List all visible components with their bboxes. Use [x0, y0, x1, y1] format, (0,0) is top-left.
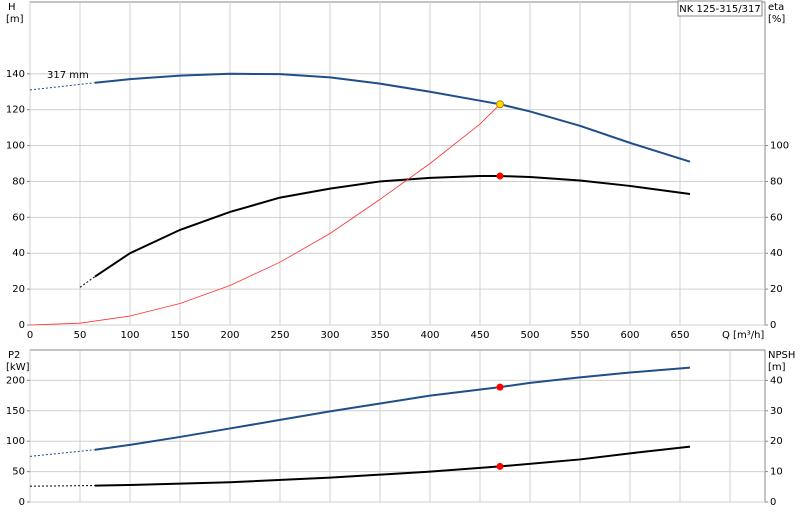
y-tick-label: 100: [6, 436, 25, 447]
y2-tick-label: 30: [770, 406, 783, 417]
x-tick-label: 350: [370, 330, 389, 341]
x-tick-label: 650: [670, 330, 689, 341]
duty-point: [496, 172, 504, 180]
curve: [94, 445, 691, 487]
y-tick-label: 150: [6, 406, 25, 417]
x-tick-label: 550: [570, 330, 589, 341]
y-tick-label: 0: [19, 320, 25, 331]
y-tick-label: 80: [12, 176, 25, 187]
y2-axis-label: NPSH: [768, 350, 795, 361]
y2-tick-label: 0: [770, 320, 776, 331]
duty-point: [496, 383, 504, 391]
y-axis-label: P2: [8, 350, 20, 361]
curve: [29, 485, 96, 487]
curve: [94, 175, 691, 278]
y2-tick-label: 40: [770, 375, 783, 386]
annotation: 317 mm: [47, 70, 89, 81]
y-tick-label: 50: [12, 467, 25, 478]
x-tick-label: 250: [270, 330, 289, 341]
y2-tick-label: 60: [770, 212, 783, 223]
x-tick-label: 200: [220, 330, 239, 341]
curve: [29, 103, 501, 326]
curve: [79, 276, 96, 288]
y-tick-label: 0: [19, 497, 25, 508]
y2-tick-label: 20: [770, 284, 783, 295]
curve: [94, 366, 691, 451]
y-tick-label: 140: [6, 69, 25, 80]
x-tick-label: 600: [620, 330, 639, 341]
curve: [29, 449, 96, 457]
y-tick-label: 100: [6, 141, 25, 152]
y2-tick-label: 0: [770, 497, 776, 508]
y2-axis-label: eta: [768, 2, 784, 13]
x-tick-label: 500: [520, 330, 539, 341]
x-tick-label: 300: [320, 330, 339, 341]
x-tick-label: 450: [470, 330, 489, 341]
y-tick-label: 60: [12, 212, 25, 223]
y2-tick-label: 100: [770, 141, 789, 152]
duty-point: [496, 462, 504, 470]
x-tick-label: 100: [120, 330, 139, 341]
label-box-text: NK 125-315/317: [679, 4, 760, 15]
y2-tick-label: 80: [770, 176, 783, 187]
y-tick-label: 40: [12, 248, 25, 259]
y2-tick-label: 20: [770, 436, 783, 447]
y2-tick-label: 40: [770, 248, 783, 259]
y-axis-unit: [m]: [6, 14, 24, 25]
x-tick-label: 50: [74, 330, 87, 341]
curve: [94, 72, 691, 163]
y-axis-unit: [kW]: [6, 362, 30, 373]
x-tick-label: 400: [420, 330, 439, 341]
duty-point: [496, 100, 504, 109]
y2-axis-unit: [m]: [768, 362, 786, 373]
x-tick-label: 0: [27, 330, 33, 341]
y-tick-label: 200: [6, 375, 25, 386]
y-axis-label: H: [8, 2, 16, 13]
y-tick-label: 20: [12, 284, 25, 295]
y2-axis-unit: [%]: [768, 14, 785, 25]
x-tick-label: 150: [170, 330, 189, 341]
curve: [29, 82, 96, 91]
x-axis-label: Q [m³/h]: [722, 330, 764, 341]
y-tick-label: 120: [6, 105, 25, 116]
plot-area: [29, 349, 766, 503]
y2-tick-label: 10: [770, 467, 783, 478]
plot-area: [29, 1, 766, 326]
label-box: [677, 0, 763, 17]
